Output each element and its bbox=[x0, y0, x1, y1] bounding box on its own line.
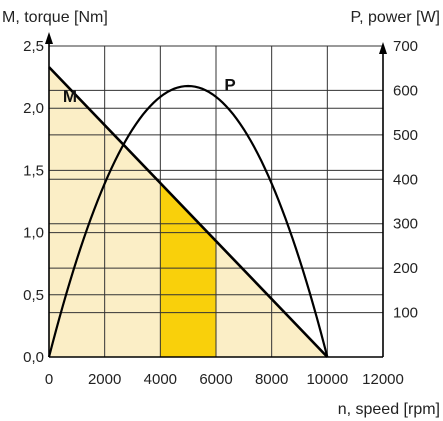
grid-lines bbox=[49, 45, 384, 357]
axes-group bbox=[45, 32, 387, 358]
x-tick-label: 2000 bbox=[88, 371, 121, 388]
left-tick-label: 0,5 bbox=[23, 287, 44, 304]
right-tick-label: 100 bbox=[393, 305, 418, 322]
x-tick-label: 8000 bbox=[255, 371, 288, 388]
left-tick-label: 2,5 bbox=[23, 38, 44, 55]
torque-series-label: M bbox=[63, 87, 77, 106]
right-tick-label: 300 bbox=[393, 216, 418, 233]
x-tick-label: 6000 bbox=[199, 371, 232, 388]
highlight-area-fill bbox=[160, 183, 216, 357]
x-tick-label: 10000 bbox=[306, 371, 348, 388]
left-tick-label: 1,0 bbox=[23, 225, 44, 242]
left-tick-label: 2,0 bbox=[23, 100, 44, 117]
left-axis-title: M, torque [Nm] bbox=[2, 9, 108, 26]
power-series-label: P bbox=[224, 75, 235, 94]
right-axis-arrow bbox=[379, 42, 387, 54]
right-tick-label: 700 bbox=[393, 38, 418, 55]
tick-labels-group: 0 2000 4000 6000 8000 10000 12000 0,0 0,5 1,0 1,5 2… bbox=[23, 38, 418, 388]
right-axis-title: P, power [W] bbox=[350, 9, 440, 26]
x-tick-label: 12000 bbox=[362, 371, 404, 388]
left-tick-label: 1,5 bbox=[23, 162, 44, 179]
x-tick-label: 0 bbox=[45, 371, 53, 388]
series-group: MP bbox=[47, 66, 329, 358]
left-tick-label: 0,0 bbox=[23, 349, 44, 366]
x-tick-label: 4000 bbox=[144, 371, 177, 388]
left-axis-arrow bbox=[45, 32, 53, 44]
right-tick-label: 600 bbox=[393, 82, 418, 99]
torque-line bbox=[48, 66, 329, 358]
x-axis-title: n, speed [rpm] bbox=[338, 401, 440, 418]
power-curve bbox=[47, 84, 329, 358]
right-tick-label: 400 bbox=[393, 171, 418, 188]
right-tick-label: 500 bbox=[393, 127, 418, 144]
right-tick-label: 200 bbox=[393, 260, 418, 277]
